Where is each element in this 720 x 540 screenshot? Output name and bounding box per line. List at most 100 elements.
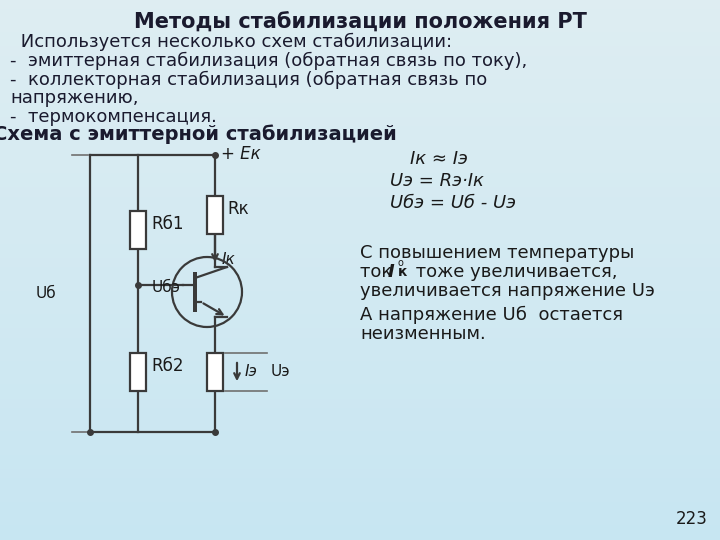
Bar — [0, 117, 720, 118]
Bar — [0, 175, 720, 176]
Bar — [0, 439, 720, 440]
Bar — [0, 213, 720, 214]
Text: I: I — [388, 263, 395, 281]
Bar — [0, 88, 720, 89]
Text: Rб2: Rб2 — [151, 357, 184, 375]
Bar — [0, 386, 720, 387]
Bar — [0, 200, 720, 201]
Bar — [0, 232, 720, 233]
Text: ток: ток — [360, 263, 398, 281]
Bar — [0, 344, 720, 345]
Bar — [0, 426, 720, 427]
Bar — [0, 304, 720, 305]
Text: напряжению,: напряжению, — [10, 89, 138, 107]
Bar — [0, 328, 720, 329]
Bar — [0, 290, 720, 291]
Bar — [0, 80, 720, 81]
Bar — [0, 186, 720, 187]
Bar — [0, 124, 720, 125]
Bar — [0, 404, 720, 405]
Text: Методы стабилизации положения РТ: Методы стабилизации положения РТ — [134, 12, 586, 32]
Text: тоже увеличивается,: тоже увеличивается, — [410, 263, 618, 281]
Bar — [0, 309, 720, 310]
Bar — [0, 293, 720, 294]
Bar — [0, 322, 720, 323]
Bar — [0, 181, 720, 182]
Bar — [0, 412, 720, 413]
Bar — [0, 249, 720, 250]
Text: увеличивается напряжение Uэ: увеличивается напряжение Uэ — [360, 282, 655, 300]
Bar — [0, 183, 720, 184]
Bar — [0, 460, 720, 461]
Bar — [0, 469, 720, 470]
Bar — [0, 455, 720, 456]
Bar — [0, 515, 720, 516]
Bar — [130, 211, 146, 249]
Bar — [0, 423, 720, 424]
Bar — [0, 90, 720, 91]
Bar — [0, 510, 720, 511]
Bar — [0, 483, 720, 484]
Bar — [0, 170, 720, 171]
Bar — [0, 351, 720, 352]
Bar — [0, 499, 720, 500]
Bar — [0, 81, 720, 82]
Bar — [0, 273, 720, 274]
Bar — [0, 146, 720, 147]
Bar — [0, 518, 720, 519]
Bar — [0, 365, 720, 366]
Bar — [0, 296, 720, 297]
Bar — [0, 395, 720, 396]
Bar — [0, 319, 720, 320]
Bar — [0, 445, 720, 446]
Bar — [0, 364, 720, 365]
Bar — [0, 308, 720, 309]
Bar — [0, 30, 720, 31]
Bar — [0, 77, 720, 78]
Bar — [0, 487, 720, 488]
Bar — [0, 486, 720, 487]
Bar — [0, 98, 720, 99]
Bar — [0, 376, 720, 377]
Bar — [0, 371, 720, 372]
Bar — [0, 258, 720, 259]
Bar — [0, 132, 720, 133]
Bar — [0, 73, 720, 74]
Bar — [0, 128, 720, 129]
Bar — [0, 2, 720, 3]
Bar — [0, 393, 720, 394]
Bar — [0, 477, 720, 478]
Bar — [0, 311, 720, 312]
Bar — [207, 353, 223, 391]
Bar — [0, 415, 720, 416]
Bar — [0, 187, 720, 188]
Bar — [0, 224, 720, 225]
Text: Uбэ: Uбэ — [152, 280, 181, 294]
Bar — [0, 516, 720, 517]
Bar — [0, 459, 720, 460]
Bar — [0, 357, 720, 358]
Bar — [0, 394, 720, 395]
Bar — [0, 164, 720, 165]
Bar — [0, 417, 720, 418]
Bar — [0, 407, 720, 408]
Bar — [0, 20, 720, 21]
Bar — [0, 505, 720, 506]
Bar — [0, 150, 720, 151]
Bar — [0, 303, 720, 304]
Bar — [0, 331, 720, 332]
Bar — [0, 64, 720, 65]
Bar — [0, 63, 720, 64]
Bar — [0, 354, 720, 355]
Bar — [0, 261, 720, 262]
Bar — [0, 378, 720, 379]
Bar — [0, 302, 720, 303]
Bar — [0, 389, 720, 390]
Bar — [0, 358, 720, 359]
Bar — [0, 451, 720, 452]
Bar — [0, 512, 720, 513]
Bar — [0, 282, 720, 283]
Bar — [0, 24, 720, 25]
Bar — [0, 321, 720, 322]
Bar — [0, 106, 720, 107]
